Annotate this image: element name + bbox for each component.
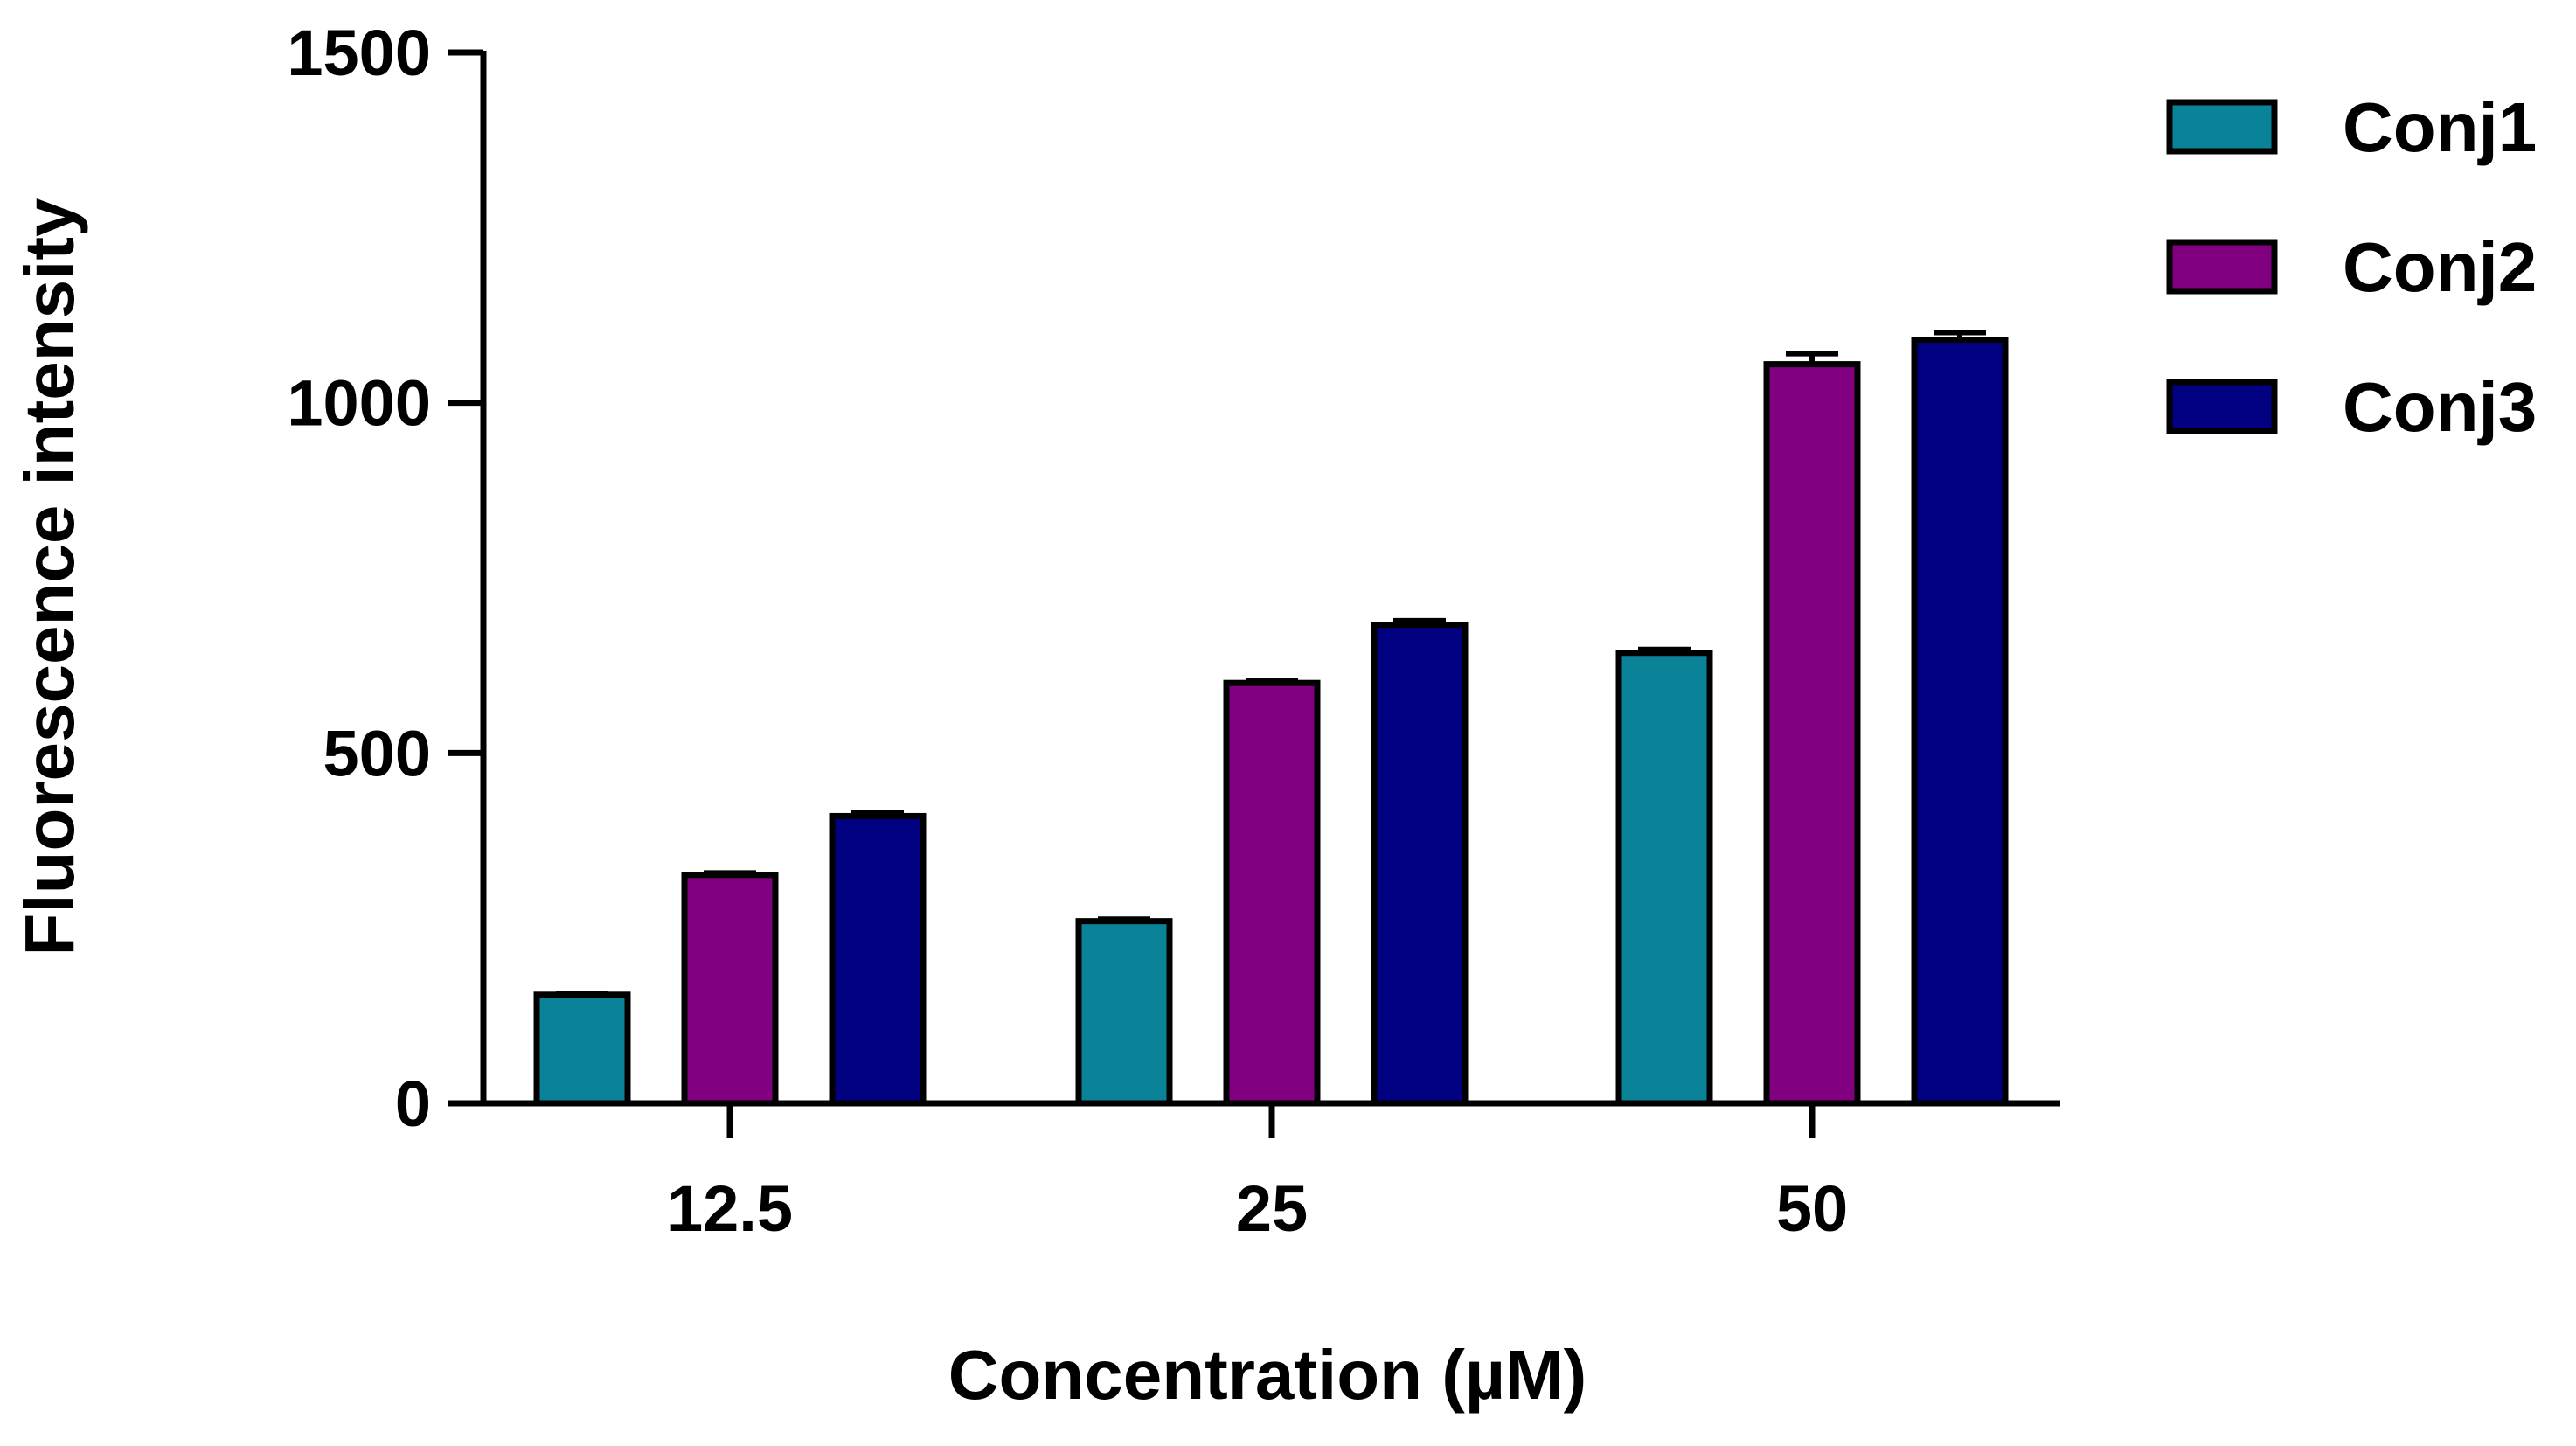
x-tick-label-12.5: 12.5	[667, 1172, 793, 1245]
x-tick-label-50: 50	[1776, 1172, 1848, 1245]
ticks-layer: 0 500 1000 1500 12.5 25 50	[287, 17, 1848, 1245]
bars-layer	[533, 330, 2009, 1107]
legend-swatch-conj3	[2166, 379, 2278, 434]
bar-conj3-12.5	[829, 812, 927, 1107]
y-tick-label-500: 500	[323, 717, 431, 789]
legend-label-conj1: Conj1	[2343, 88, 2537, 166]
x-tick-label-25: 25	[1236, 1172, 1308, 1245]
bar-conj1-25	[1075, 918, 1173, 1107]
y-tick-label-1000: 1000	[287, 367, 431, 440]
y-tick-label-1500: 1500	[287, 17, 431, 89]
y-axis-title: Fluorescence intensity	[10, 198, 88, 956]
bar-conj2-50	[1763, 361, 1861, 1107]
bar-conj2-12.5	[681, 872, 779, 1107]
legend-label-conj3: Conj3	[2343, 368, 2537, 446]
legend-label-conj2: Conj2	[2343, 228, 2537, 306]
y-tick-label-0: 0	[395, 1067, 431, 1140]
bar-conj2-25	[1223, 679, 1321, 1107]
bar-conj3-25	[1371, 622, 1469, 1107]
legend-swatch-conj2	[2166, 239, 2278, 295]
bar-conj3-50	[1911, 337, 2009, 1107]
legend: Conj1 Conj2 Conj3	[2166, 88, 2537, 446]
x-axis-title: Concentration (µM)	[948, 1336, 1587, 1414]
bar-conj1-12.5	[533, 991, 631, 1107]
legend-swatch-conj1	[2166, 99, 2278, 155]
bar-conj1-50	[1615, 650, 1713, 1107]
